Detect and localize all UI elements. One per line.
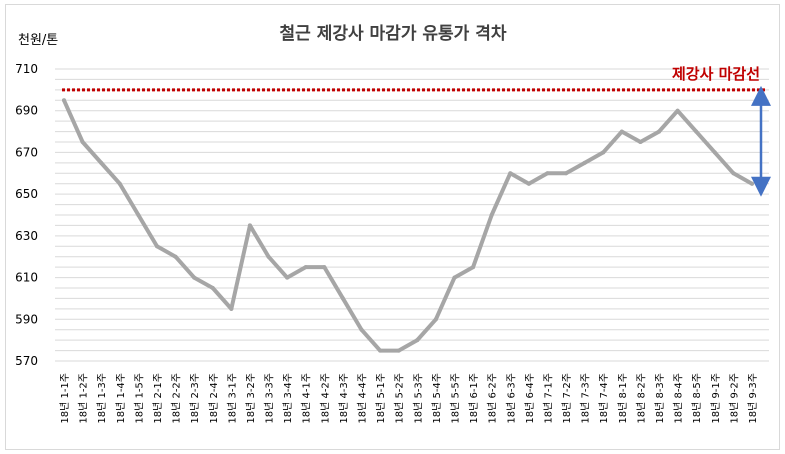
data-point (471, 265, 476, 270)
series-layer (62, 98, 754, 353)
x-tick-label: 18년 2-1주 (152, 373, 164, 424)
data-point (247, 223, 252, 228)
data-point (731, 171, 736, 176)
data-point (433, 317, 438, 322)
y-tick-label: 710 (15, 62, 38, 76)
data-point (564, 171, 569, 176)
y-tick-label: 590 (15, 312, 38, 326)
x-tick-label: 18년 3-1주 (226, 373, 238, 424)
x-tick-label: 18년 4-1주 (301, 373, 313, 424)
reference-line-label: 제강사 마감선 (672, 65, 760, 83)
x-tick-label: 18년 6-3주 (505, 373, 517, 424)
data-point (62, 98, 66, 103)
data-point (378, 348, 383, 353)
y-tick-label: 650 (15, 187, 38, 201)
x-tick-label: 18년 2-2주 (171, 373, 183, 424)
data-point (452, 275, 457, 280)
x-tick-label: 18년 3-4주 (282, 373, 294, 424)
x-tick-label: 18년 8-5주 (691, 373, 703, 424)
x-tick-label: 18년 7-1주 (542, 373, 554, 424)
x-tick-label: 18년 8-4주 (673, 373, 685, 424)
chart-frame (5, 4, 780, 450)
grid-lines (55, 68, 769, 362)
data-point (80, 140, 85, 144)
data-point (694, 129, 699, 134)
x-tick-label: 18년 1-1주 (59, 373, 71, 424)
x-tick-label: 18년 1-3주 (96, 373, 108, 424)
data-point (712, 150, 717, 155)
x-tick-label: 18년 5-1주 (375, 373, 387, 424)
x-tick-label: 18년 5-3주 (412, 373, 424, 424)
x-axis-ticks: 18년 1-1주 18년 1-2주 18년 1-3주 18년 1-4주 18년 1-5주… (59, 373, 759, 424)
data-point (582, 160, 587, 165)
x-tick-label: 18년 8-1주 (617, 373, 629, 424)
x-tick-label: 18년 9-3주 (747, 373, 759, 424)
y-tick-label: 690 (15, 104, 38, 118)
data-point (173, 254, 178, 259)
y-tick-label: 670 (15, 145, 38, 159)
x-tick-label: 18년 7-3주 (580, 373, 592, 424)
chart-title: 철근 제강사 마감가 유통가 격차 (280, 24, 507, 44)
y-unit-label: 천원/톤 (18, 33, 58, 48)
data-point (359, 327, 364, 332)
data-point (675, 108, 680, 113)
x-tick-label: 18년 3-3주 (264, 373, 276, 424)
x-tick-label: 18년 4-2주 (319, 373, 331, 424)
data-point (619, 129, 624, 134)
data-point (117, 181, 122, 186)
x-tick-label: 18년 5-2주 (394, 373, 406, 424)
data-point (210, 286, 215, 290)
x-tick-label: 18년 9-1주 (710, 373, 722, 424)
data-point (657, 129, 662, 134)
data-point (415, 338, 420, 343)
x-tick-label: 18년 1-4주 (115, 373, 127, 424)
series-line (62, 98, 754, 353)
x-tick-label: 18년 1-5주 (133, 373, 145, 424)
y-tick-label: 570 (15, 354, 38, 368)
y-tick-label: 610 (15, 271, 38, 285)
x-tick-label: 18년 2-4주 (208, 373, 220, 424)
data-point (545, 171, 550, 176)
data-point (601, 150, 606, 155)
data-point (266, 254, 271, 259)
x-tick-label: 18년 5-5주 (449, 373, 461, 424)
x-tick-label: 18년 6-2주 (487, 373, 499, 424)
x-tick-label: 18년 6-1주 (468, 373, 480, 424)
y-tick-label: 630 (15, 229, 38, 243)
data-point (303, 265, 308, 270)
x-tick-label: 18년 2-3주 (189, 373, 201, 424)
data-point (154, 244, 159, 249)
data-point (396, 348, 401, 353)
x-tick-label: 18년 7-4주 (598, 373, 610, 424)
data-point (192, 275, 197, 280)
data-point (340, 296, 345, 301)
x-tick-label: 18년 7-2주 (561, 373, 573, 424)
x-tick-label: 18년 3-2주 (245, 373, 257, 424)
x-tick-label: 18년 4-3주 (338, 373, 350, 424)
data-point (489, 213, 494, 217)
data-point (99, 160, 104, 165)
data-point (526, 181, 531, 186)
data-point (229, 306, 234, 311)
x-tick-label: 18년 8-3주 (654, 373, 666, 424)
x-tick-label: 18년 1-2주 (78, 373, 90, 424)
data-point (508, 171, 513, 176)
x-tick-label: 18년 8-2주 (635, 373, 647, 424)
x-tick-label: 18년 6-4주 (524, 373, 536, 424)
data-point (750, 181, 754, 186)
data-point (285, 275, 290, 280)
x-tick-label: 18년 9-2주 (728, 373, 740, 424)
data-point (136, 213, 141, 217)
y-axis-ticks: 570 590 610 630 650 670 690 710 (15, 62, 38, 368)
x-tick-label: 18년 5-4주 (431, 373, 443, 424)
data-point (638, 140, 643, 144)
x-tick-label: 18년 4-4주 (357, 373, 369, 424)
data-point (322, 265, 327, 270)
